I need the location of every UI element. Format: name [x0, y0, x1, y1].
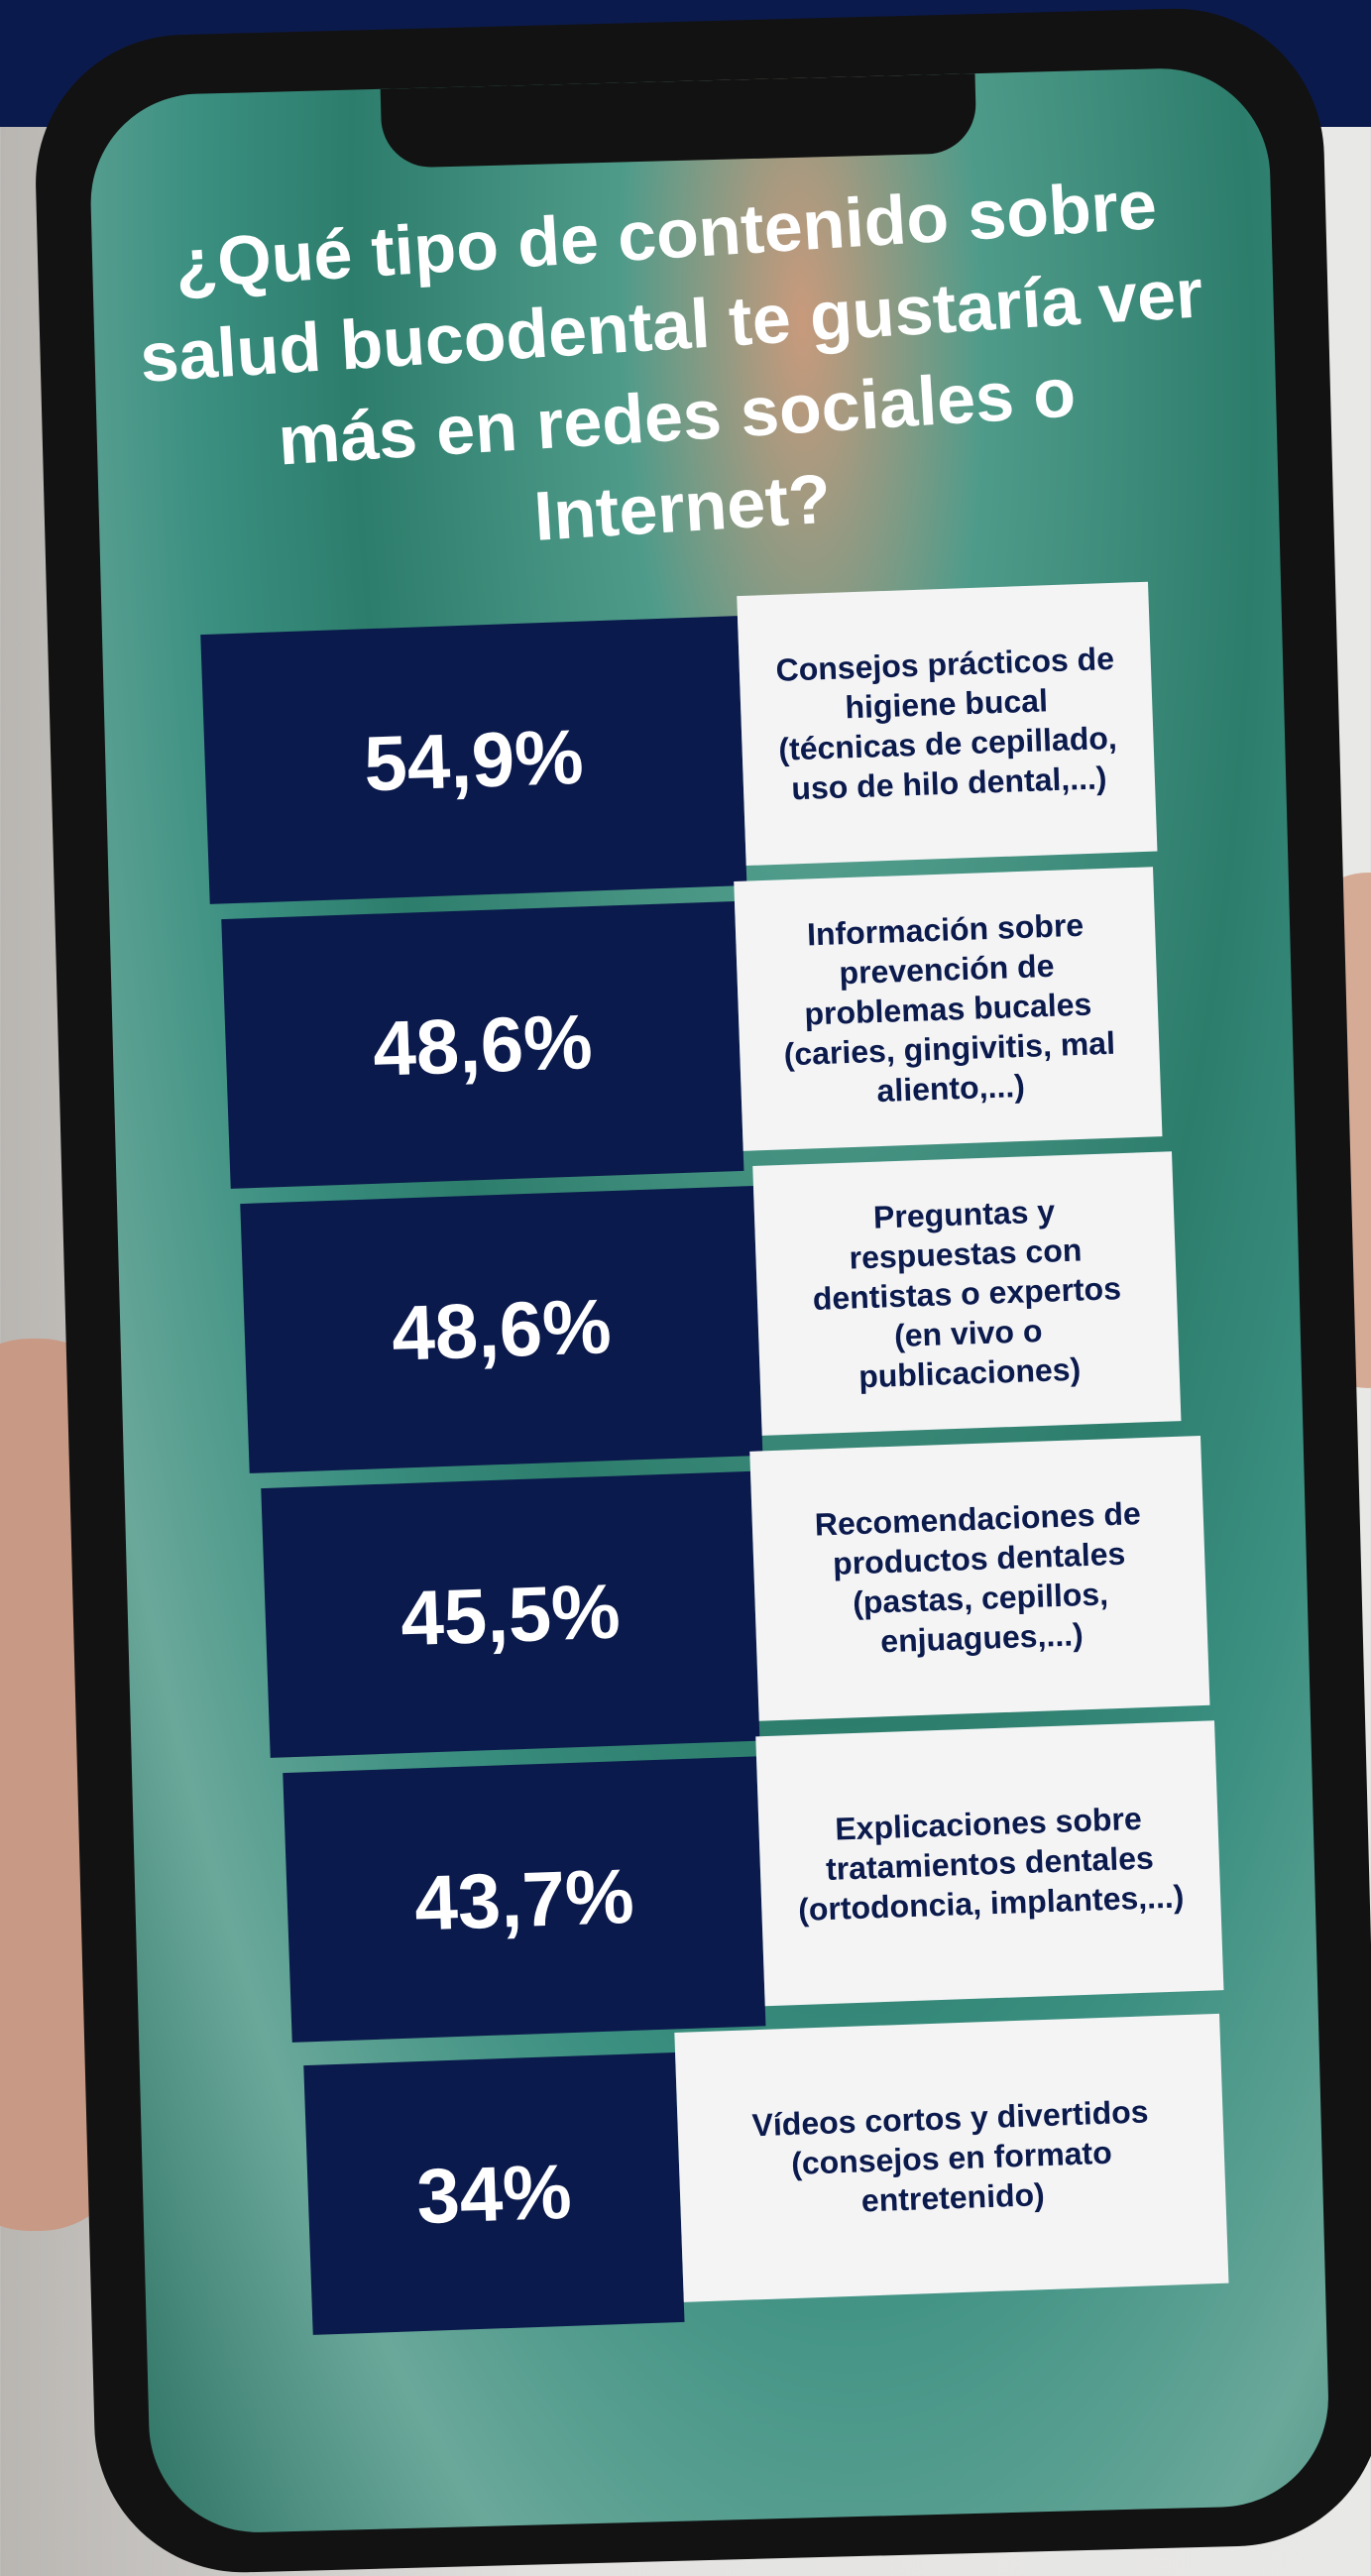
item-label: Consejos prácticos de higiene bucal (téc… — [737, 581, 1158, 867]
item-row: 48,6% Información sobre prevención de pro… — [221, 867, 1163, 1189]
item-label: Preguntas y respuestas con dentistas o e… — [752, 1151, 1182, 1436]
item-label: Información sobre prevención de problema… — [734, 867, 1163, 1151]
percentage: 43,7% — [283, 1756, 766, 2043]
item-row: 45,5% Recomendaciones de productos dental… — [261, 1435, 1210, 1758]
item-row: 48,6% Preguntas y respuestas con dentista… — [240, 1151, 1182, 1473]
item-label: Vídeos cortos y divertidos (consejos en … — [674, 2013, 1229, 2302]
item-row: 34% Vídeos cortos y divertidos (consejos … — [303, 2013, 1229, 2335]
percentage: 54,9% — [200, 616, 747, 904]
percentage: 34% — [303, 2051, 685, 2335]
percentage: 48,6% — [221, 901, 744, 1189]
item-label: Recomendaciones de productos dentales (p… — [749, 1435, 1210, 1721]
percentage: 48,6% — [240, 1186, 763, 1473]
item-label: Explicaciones sobre tratamientos dentale… — [755, 1720, 1224, 2007]
title: ¿Qué tipo de contenido sobre salud bucod… — [137, 166, 1205, 555]
notch — [380, 73, 977, 169]
percentage: 45,5% — [261, 1470, 760, 1758]
item-row: 43,7% Explicaciones sobre tratamientos de… — [283, 1720, 1224, 2043]
item-row: 54,9% Consejos prácticos de higiene bucal… — [200, 581, 1158, 904]
